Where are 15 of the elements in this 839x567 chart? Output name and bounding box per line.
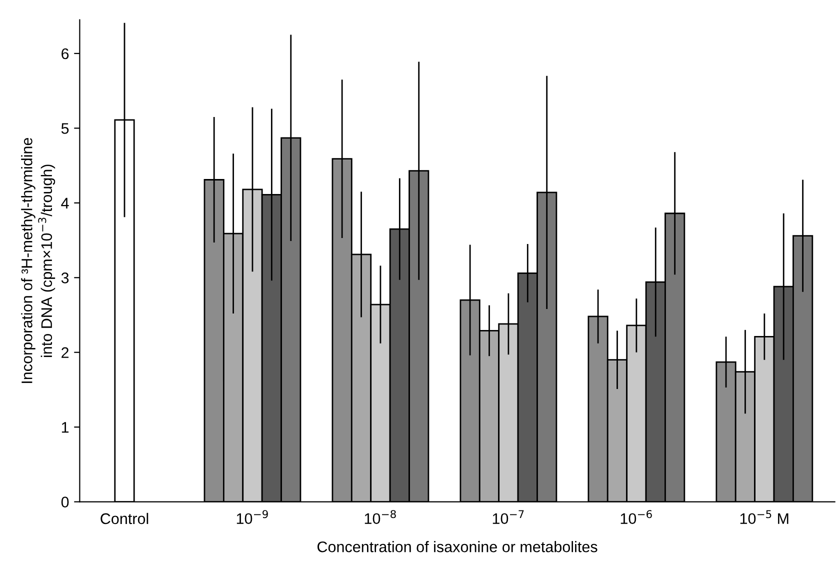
y-tick-label: 0 <box>61 496 69 508</box>
y-tick-label: 3 <box>61 272 69 284</box>
x-tick-label: 10$^{−5}$ M <box>740 510 788 524</box>
y-tick-label: 1 <box>62 422 69 433</box>
x-tick-label: 10$^{−6}$ <box>620 510 652 524</box>
y-tick-label: 5 <box>61 123 69 134</box>
x-axis-title: Concentration of isaxonine or metabolites <box>317 541 598 552</box>
y-axis-title: Incorporation of ³H-methyl-thymidine into DNA (cpm×10$^{−3}$/trough) <box>21 138 56 383</box>
x-tick-label: 10$^{−7}$ <box>492 510 524 524</box>
y-tick-label: 6 <box>62 48 69 60</box>
x-tick-label: 10$^{−8}$ <box>364 510 396 524</box>
x-tick-label: 10$^{−9}$ <box>236 510 268 524</box>
y-tick-label: 4 <box>61 198 69 208</box>
y-tick-label: 2 <box>62 347 69 358</box>
x-tick-label: Control <box>100 512 148 524</box>
